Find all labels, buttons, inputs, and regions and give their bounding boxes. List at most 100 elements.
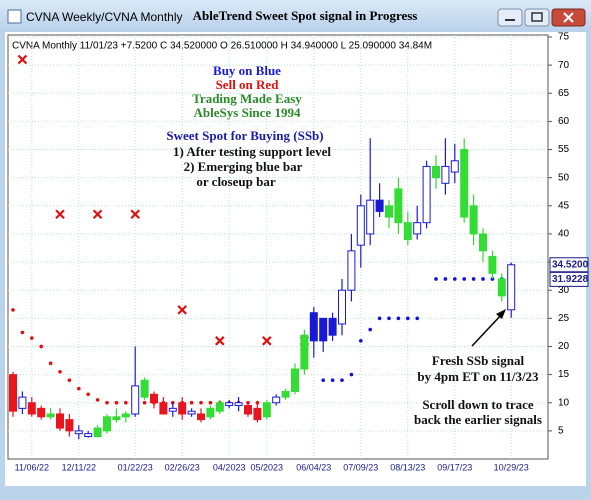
y-tick-label: 65 bbox=[558, 88, 570, 99]
y-tick-label: 5 bbox=[558, 426, 564, 437]
candle-body bbox=[150, 393, 158, 404]
stop-dot bbox=[387, 316, 391, 321]
plot-frame bbox=[7, 34, 549, 460]
candle-body bbox=[413, 222, 422, 235]
arrow-head bbox=[496, 309, 506, 319]
candle-body bbox=[319, 317, 328, 342]
x-tick-label: 02/26/23 bbox=[165, 462, 200, 472]
annotation: by 4pm ET on 11/3/23 bbox=[417, 369, 539, 384]
candle-body bbox=[197, 413, 205, 421]
candle-body bbox=[281, 390, 290, 398]
candle-body bbox=[159, 402, 168, 415]
candle-body bbox=[206, 407, 215, 418]
stop-dot bbox=[434, 277, 438, 281]
stop-dot bbox=[105, 400, 109, 405]
stop-dot bbox=[340, 378, 344, 383]
candle-body bbox=[225, 402, 234, 407]
candle-body bbox=[356, 205, 365, 246]
maximize-icon bbox=[531, 12, 543, 22]
y-tick-label: 60 bbox=[558, 116, 570, 127]
x-tick-label: 12/11/22 bbox=[62, 462, 96, 472]
candle-body bbox=[103, 416, 111, 432]
stop-dot bbox=[48, 361, 53, 366]
y-tick-label: 55 bbox=[558, 144, 570, 155]
y-tick-label: 75 bbox=[558, 32, 570, 43]
stop-dot bbox=[208, 400, 213, 405]
x-tick-label: 07/09/23 bbox=[343, 462, 378, 472]
x-tick-label: 06/04/23 bbox=[296, 462, 331, 472]
x-tick-label: 11/06/22 bbox=[15, 462, 49, 472]
candle-body bbox=[131, 385, 140, 415]
candle-body bbox=[347, 250, 356, 291]
candle-body bbox=[272, 396, 281, 404]
sell-mark bbox=[215, 336, 225, 346]
candle-body bbox=[309, 312, 318, 342]
annotation: or closeup bar bbox=[196, 174, 275, 189]
y-tick-label: 25 bbox=[558, 313, 570, 324]
candle-body bbox=[338, 289, 346, 325]
candle-body bbox=[65, 419, 74, 432]
x-tick-label: 05/2023 bbox=[251, 462, 284, 472]
price-tag-label: 34.5200 bbox=[552, 259, 589, 270]
candle-body bbox=[112, 416, 121, 421]
candle-body bbox=[121, 413, 130, 418]
annotation: Sell on Red bbox=[216, 77, 280, 92]
candle-body bbox=[328, 317, 337, 336]
candle-body bbox=[366, 199, 375, 235]
annotation: 2) Emerging blue bar bbox=[184, 159, 303, 174]
stop-dot bbox=[396, 316, 401, 321]
stop-dot bbox=[406, 316, 410, 321]
window-title: CVNA Weekly/CVNA Monthly bbox=[26, 10, 183, 24]
candle-body bbox=[460, 149, 469, 218]
candle-body bbox=[479, 233, 487, 252]
price-header: CVNA Monthly 11/01/23 +7.5200 C 34.52000… bbox=[12, 41, 432, 52]
x-tick-label: 09/17/23 bbox=[437, 462, 472, 472]
y-tick-label: 50 bbox=[558, 172, 570, 183]
y-tick-label: 40 bbox=[558, 229, 570, 240]
candle-body bbox=[215, 402, 224, 412]
stop-dot bbox=[30, 336, 34, 340]
y-tick-label: 10 bbox=[558, 397, 570, 408]
candle-body bbox=[187, 410, 196, 415]
stop-dot bbox=[39, 344, 43, 349]
minimize-button[interactable] bbox=[497, 8, 523, 27]
candle-body bbox=[394, 188, 403, 224]
stop-dot bbox=[377, 316, 382, 321]
sell-mark bbox=[17, 54, 28, 65]
stop-dot bbox=[349, 372, 354, 377]
candle-body bbox=[74, 430, 83, 435]
candle-body bbox=[422, 165, 431, 224]
candle-body bbox=[46, 413, 55, 418]
annotation: back the earlier signals bbox=[414, 412, 542, 427]
stop-dot bbox=[11, 308, 15, 312]
annotation: 1) After testing support level bbox=[173, 144, 331, 159]
stop-dot bbox=[67, 378, 72, 383]
candle-body bbox=[168, 407, 177, 412]
y-tick-label: 70 bbox=[558, 60, 570, 71]
candle-body bbox=[507, 264, 516, 311]
candle-body bbox=[469, 205, 478, 235]
candle-body bbox=[300, 334, 309, 370]
app-icon bbox=[7, 9, 22, 24]
candle-body bbox=[234, 402, 243, 407]
stop-dot bbox=[471, 277, 476, 281]
candle-body bbox=[403, 222, 412, 241]
stop-dot bbox=[58, 369, 62, 374]
candle-body bbox=[450, 160, 459, 173]
stop-dot bbox=[20, 330, 25, 335]
candle-body bbox=[84, 433, 93, 437]
price-tag-label: 31.9228 bbox=[552, 274, 589, 285]
price-tag bbox=[549, 257, 589, 273]
maximize-button[interactable] bbox=[524, 8, 550, 27]
sell-mark bbox=[130, 209, 140, 220]
stop-dot bbox=[330, 378, 335, 383]
stop-dot bbox=[443, 277, 448, 281]
stop-dot bbox=[359, 339, 363, 343]
annotation: Fresh SSb signal bbox=[432, 353, 525, 368]
candle-body bbox=[497, 278, 506, 297]
stop-dot bbox=[86, 392, 90, 397]
chart-title: AbleTrend Sweet Spot signal in Progress bbox=[193, 8, 418, 23]
candle-body bbox=[37, 407, 46, 418]
stop-dot bbox=[142, 400, 147, 405]
